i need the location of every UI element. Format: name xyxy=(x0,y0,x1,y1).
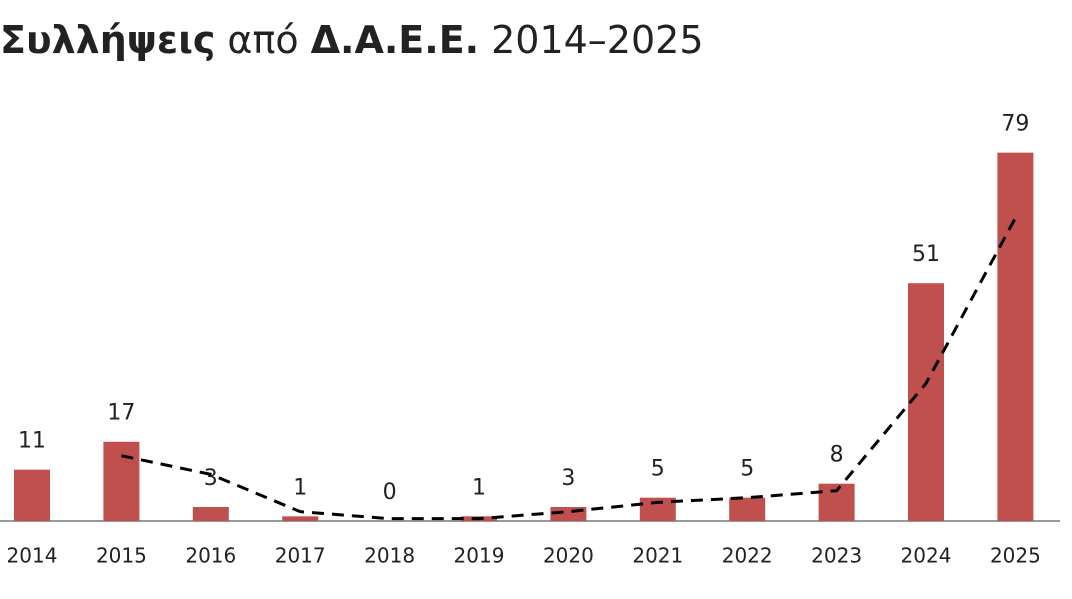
x-tick-label: 2022 xyxy=(722,544,773,568)
x-tick-label: 2018 xyxy=(364,544,415,568)
x-tick-label: 2016 xyxy=(185,544,236,568)
x-tick-label: 2017 xyxy=(275,544,326,568)
data-label: 5 xyxy=(651,457,665,482)
bar xyxy=(14,469,50,521)
x-tick-label: 2015 xyxy=(96,544,147,568)
x-tick-label: 2024 xyxy=(901,544,952,568)
x-tick-label: 2023 xyxy=(811,544,862,568)
bar xyxy=(908,283,944,521)
data-label: 1 xyxy=(472,475,486,500)
title-part: Δ.Α.Ε.Ε. xyxy=(311,18,479,62)
data-label: 3 xyxy=(204,466,218,491)
bar xyxy=(639,497,676,521)
x-tick-label: 2020 xyxy=(543,544,594,568)
data-label: 3 xyxy=(561,466,575,491)
x-tick-label: 2019 xyxy=(454,544,505,568)
data-label: 17 xyxy=(107,401,135,426)
bar xyxy=(729,497,766,521)
data-label: 0 xyxy=(383,480,397,505)
bar xyxy=(997,152,1034,521)
data-label: 8 xyxy=(830,443,844,468)
x-tick-label: 2021 xyxy=(632,544,683,568)
data-label: 5 xyxy=(740,457,754,482)
data-label: 79 xyxy=(1001,112,1029,137)
data-label: 11 xyxy=(18,429,46,454)
bar xyxy=(103,441,140,521)
data-label: 1 xyxy=(293,475,307,500)
title-part: από xyxy=(227,18,298,62)
x-tick-label: 2014 xyxy=(7,544,58,568)
x-tick-label: 2025 xyxy=(990,544,1041,568)
bar xyxy=(282,516,319,521)
title-part: 2014–2025 xyxy=(491,18,703,62)
chart-title: Συλλήψεις από Δ.Α.Ε.Ε. 2014–2025 xyxy=(0,18,704,62)
bar xyxy=(192,507,229,521)
title-part: Συλλήψεις xyxy=(0,18,215,62)
data-label: 51 xyxy=(912,242,940,267)
